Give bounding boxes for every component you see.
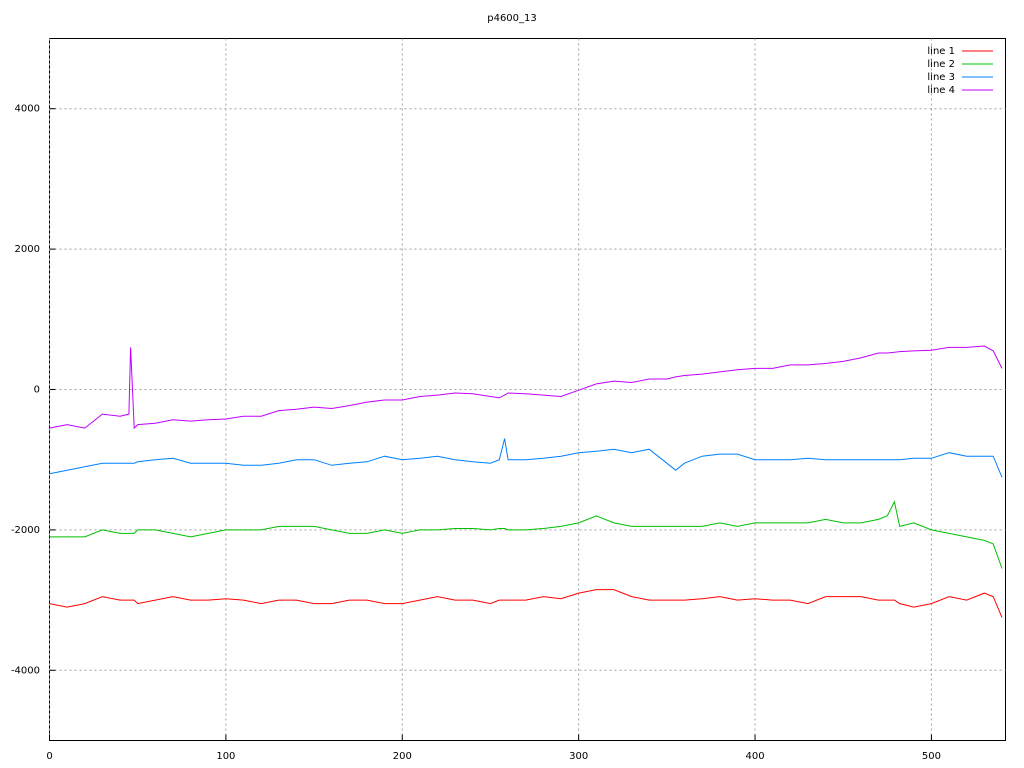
y-tick-label: 0 [34,385,40,396]
x-tick-label: 400 [745,751,764,762]
y-tick-label: 4000 [15,104,40,115]
legend-label: line 4 [927,85,955,96]
y-tick-label: 2000 [15,244,40,255]
plot-frame [49,38,1006,741]
legend-label: line 3 [927,72,955,83]
x-tick-label: 200 [393,751,412,762]
y-tick-label: -2000 [11,525,40,536]
legend-label: line 1 [927,46,955,57]
x-tick-label: 300 [569,751,588,762]
chart-title: p4600_13 [487,13,537,24]
y-tick-label: -4000 [11,665,40,676]
x-tick-label: 0 [46,751,52,762]
data-line [49,438,1003,478]
data-line [49,500,1003,569]
data-line [49,345,1003,430]
x-tick-label: 100 [216,751,235,762]
legend-label: line 2 [927,59,955,70]
x-tick-label: 500 [922,751,941,762]
data-line [49,589,1003,618]
